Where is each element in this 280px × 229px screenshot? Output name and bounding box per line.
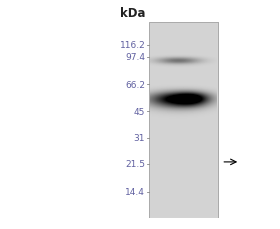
- Bar: [149, 23, 218, 218]
- Text: 31: 31: [134, 134, 145, 143]
- Text: 66.2: 66.2: [125, 80, 145, 89]
- Text: 45: 45: [134, 107, 145, 116]
- Text: 14.4: 14.4: [125, 188, 145, 196]
- Text: kDa: kDa: [120, 7, 145, 19]
- Text: 21.5: 21.5: [125, 159, 145, 168]
- Bar: [149, 23, 218, 218]
- Text: 97.4: 97.4: [125, 53, 145, 62]
- Text: 116.2: 116.2: [120, 41, 145, 50]
